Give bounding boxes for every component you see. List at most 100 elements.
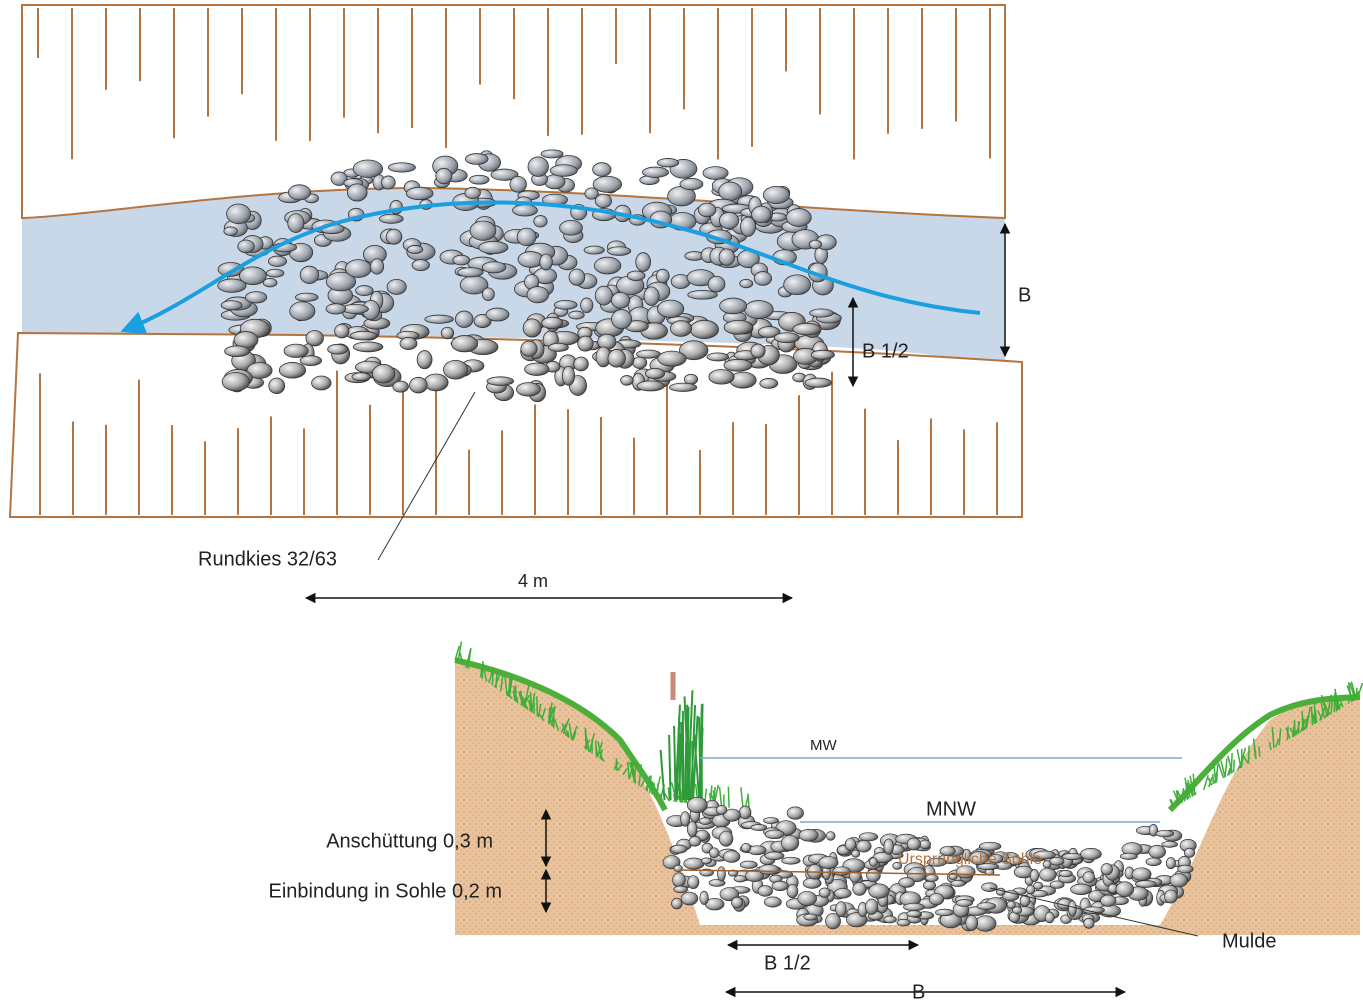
stone [583,245,605,255]
blade [479,666,483,678]
stone [1049,856,1065,866]
blade [1356,682,1363,699]
stone [1164,889,1178,904]
blade [1227,755,1234,774]
stone [988,853,1004,864]
blade [572,731,577,741]
stone [745,869,764,882]
stone [289,301,316,321]
reed [684,742,688,801]
blade [1324,705,1331,718]
stone [757,885,773,897]
stone [1012,906,1023,914]
stone [1155,829,1175,838]
gravel-section [662,796,1197,932]
stone [1049,880,1065,889]
stone [580,297,594,314]
stone [818,856,839,869]
stone [995,887,1006,896]
stone [464,186,481,199]
stone [753,271,773,286]
blade [740,787,744,810]
blade [512,690,516,702]
stone [1042,860,1052,869]
stone [669,382,698,392]
stone [718,248,735,266]
stone [780,834,800,852]
stone [1005,856,1024,866]
blade [536,696,539,717]
blade [488,672,493,684]
stone [540,149,564,159]
stone [278,362,307,379]
blade [531,692,536,713]
mnw-label: MNW [926,798,976,820]
stone [785,208,812,227]
stone [981,882,998,893]
blade [456,654,461,662]
stone [267,255,287,267]
stone [702,166,729,180]
blade [649,775,652,794]
stone [632,356,648,369]
stone [584,187,599,200]
stone [527,156,549,177]
cross-section: MW MNW Ursprüngliche Sohle Anschüttung 0… [269,641,1363,1003]
stone [974,915,997,932]
stone [928,892,945,906]
stone [1169,873,1188,888]
blade [1220,760,1226,778]
stone [485,307,510,322]
stone [740,843,752,853]
stone [594,193,612,209]
blade [718,786,723,807]
blade [1334,696,1338,711]
stone [657,299,685,318]
stone [680,811,691,827]
stone [288,184,311,201]
stone [522,318,542,338]
stone [759,378,779,389]
stone [763,896,782,908]
stone [976,902,997,910]
blade [1313,702,1316,724]
mw-label: MW [810,737,837,754]
stone [686,796,708,814]
blade [1242,755,1249,764]
stone [1061,852,1083,861]
stone [561,365,576,386]
blade [567,731,570,738]
stone [548,342,569,352]
stone [719,887,740,902]
stone [544,174,566,190]
stone [1145,857,1162,867]
stone [1115,881,1135,898]
blade [503,673,508,696]
stone [719,211,740,230]
stone [645,367,665,380]
stone [642,166,669,178]
stone [906,837,921,851]
stone [325,271,357,292]
reed [680,721,684,801]
stone [773,332,800,344]
stone [697,202,717,218]
stone [687,289,718,300]
stone [689,319,719,340]
stone [709,847,720,859]
stone [935,908,955,917]
stone [568,268,586,286]
stone [740,216,756,237]
blade [1191,786,1197,795]
stone [687,875,700,889]
blade [1339,699,1344,708]
stone [1100,894,1117,907]
stone [486,376,515,386]
stone [739,860,758,869]
reed [668,734,672,801]
stone [287,213,305,233]
stone [950,879,966,887]
stone [927,857,947,867]
stone [672,872,686,888]
